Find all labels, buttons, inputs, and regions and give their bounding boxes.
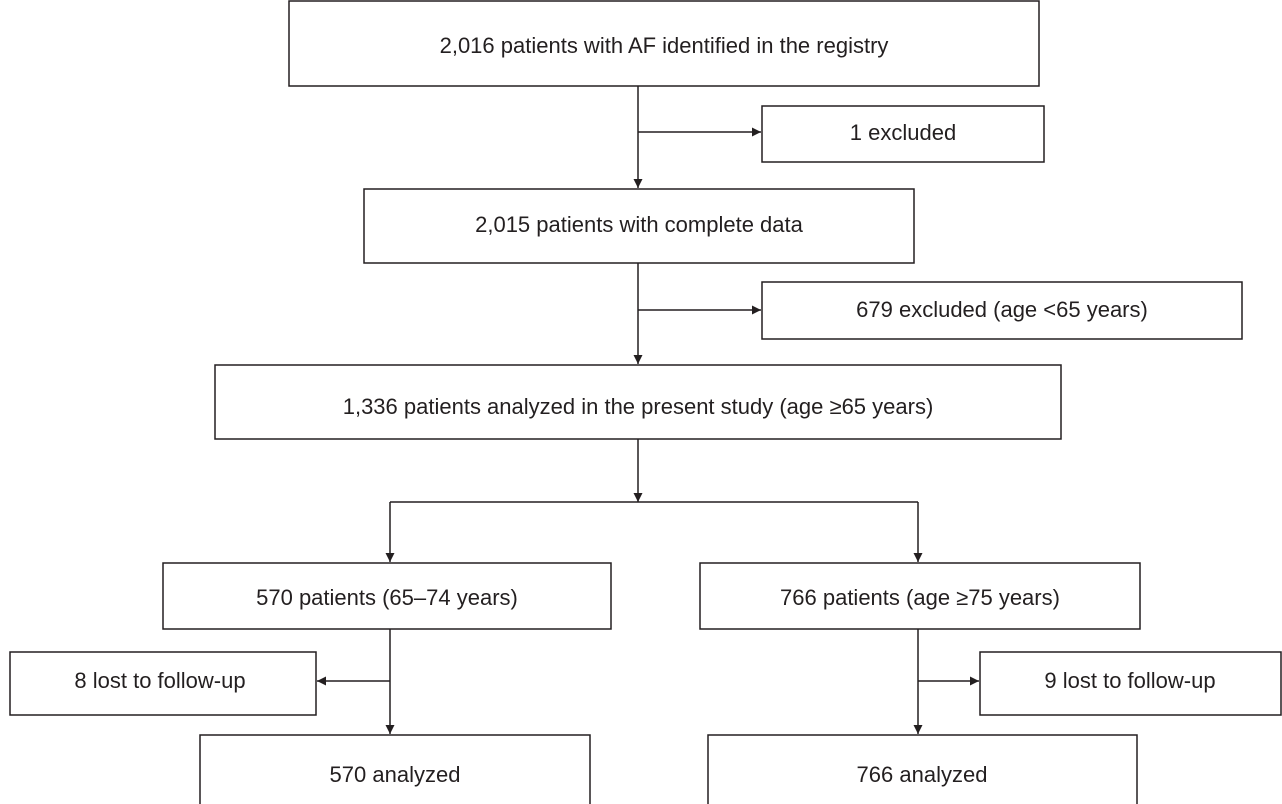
box	[761, 281, 1243, 340]
box-label: 1 excluded	[850, 120, 956, 145]
box-label: 766 patients (age ≥75 years)	[780, 585, 1060, 610]
box	[162, 562, 612, 630]
box	[699, 562, 1141, 630]
box-label: 1,336 patients analyzed in the present s…	[343, 394, 934, 419]
connectors	[317, 86, 979, 734]
box	[363, 188, 915, 264]
box-label: 766 analyzed	[857, 762, 988, 787]
box	[707, 734, 1138, 804]
box-label: 2,016 patients with AF identified in the…	[440, 33, 889, 58]
box	[979, 651, 1282, 716]
box-label: 9 lost to follow-up	[1044, 668, 1215, 693]
box	[288, 0, 1040, 87]
box-label: 8 lost to follow-up	[74, 668, 245, 693]
box	[199, 734, 591, 804]
box	[9, 651, 317, 716]
box-label: 2,015 patients with complete data	[475, 212, 804, 237]
box-label: 570 patients (65–74 years)	[256, 585, 518, 610]
box-label: 570 analyzed	[330, 762, 461, 787]
box-label: 679 excluded (age <65 years)	[856, 297, 1148, 322]
box	[214, 364, 1062, 440]
box	[761, 105, 1045, 163]
boxes: 2,016 patients with AF identified in the…	[9, 0, 1282, 804]
